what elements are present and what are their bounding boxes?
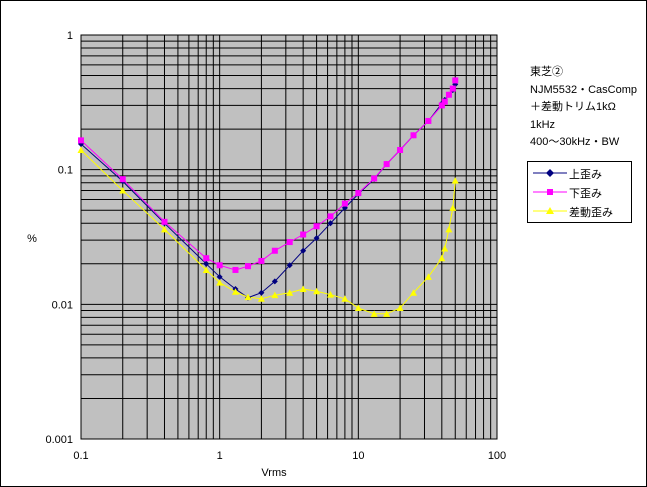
y-tick-label: 0.001 [45, 434, 73, 446]
grid [80, 35, 497, 440]
data-point [313, 235, 320, 242]
data-point [370, 310, 378, 317]
data-point [327, 213, 334, 220]
data-point [355, 190, 362, 197]
data-point [286, 262, 293, 269]
legend-swatch [533, 207, 567, 214]
data-point [286, 239, 293, 246]
data-point [271, 278, 278, 285]
data-point [424, 273, 432, 280]
y-tick-label: 0.01 [52, 299, 73, 311]
data-point [216, 273, 223, 280]
data-point [271, 247, 278, 254]
data-point [119, 187, 127, 194]
data-point [216, 262, 223, 269]
data-point [203, 260, 210, 267]
y-tick-label: 1 [67, 30, 73, 42]
data-point [410, 132, 417, 139]
data-point [313, 223, 320, 230]
data-point [425, 117, 432, 124]
annotation-line: 1kHz [530, 118, 556, 131]
plot-area [80, 34, 498, 440]
legend-label: 上歪み [569, 169, 602, 181]
data-point [231, 288, 239, 295]
data-point [371, 175, 378, 182]
data-point [396, 304, 404, 311]
data-point [449, 85, 456, 92]
data-point [232, 266, 239, 273]
data-point [258, 257, 265, 264]
data-point [244, 293, 252, 301]
x-tick-label: 1 [217, 450, 223, 462]
legend-item: 差動歪み [528, 202, 631, 220]
data-point [438, 254, 446, 262]
data-point [383, 310, 391, 317]
legend-label: 差動歪み [569, 207, 613, 219]
data-point [441, 98, 448, 105]
data-point [445, 225, 453, 233]
data-point [327, 220, 334, 227]
data-point [383, 161, 390, 168]
data-point [271, 291, 279, 299]
legend: 上歪み 下歪み 差動歪み [527, 161, 632, 223]
data-point [438, 102, 445, 109]
data-point [449, 204, 457, 211]
data-point [286, 289, 294, 296]
series-markers [77, 77, 459, 317]
annotation-line: 400～30kHz・BW [530, 136, 620, 148]
data-point [258, 289, 265, 296]
data-point [445, 91, 452, 98]
y-axis-label: % [27, 233, 37, 245]
data-point [257, 295, 265, 302]
data-point [77, 146, 85, 153]
tick-labels: 0.1 1 10 100 0.001 0.01 0.1 1 [45, 30, 506, 462]
data-point [119, 176, 126, 183]
y-tick-label: 0.1 [58, 165, 73, 177]
annotation-line: 東芝② [530, 66, 563, 78]
data-point [341, 295, 349, 302]
data-point [202, 266, 210, 273]
data-point [216, 279, 224, 286]
data-point [78, 137, 84, 144]
data-point [327, 291, 335, 298]
data-point [452, 77, 459, 84]
x-tick-label: 0.1 [73, 450, 88, 462]
data-point [161, 218, 168, 225]
annotation: 東芝② NJM5532・CasComp ＋差動トリム1kΩ 1kHz 400～3… [530, 64, 637, 152]
data-point [300, 231, 307, 238]
annotation-line: NJM5532・CasComp [530, 83, 637, 96]
data-point [299, 285, 307, 292]
data-point [397, 146, 404, 153]
legend-item: 下歪み [528, 183, 631, 201]
x-axis-label: Vrms [261, 467, 287, 479]
legend-swatch [533, 169, 567, 177]
legend-item: 上歪み [528, 164, 631, 182]
data-point [160, 225, 168, 233]
data-point [300, 247, 307, 254]
x-tick-label: 100 [488, 450, 506, 462]
x-tick-label: 10 [352, 450, 364, 462]
data-point [451, 177, 459, 184]
annotation-line: ＋差動トリム1kΩ [530, 101, 616, 113]
data-point [410, 289, 418, 296]
legend-swatch [533, 189, 567, 195]
legend-label: 下歪み [569, 188, 602, 200]
data-point [354, 304, 362, 311]
data-point [313, 287, 321, 295]
data-point [441, 244, 449, 252]
data-point [203, 255, 210, 262]
data-point [341, 200, 348, 207]
data-point [244, 263, 251, 270]
